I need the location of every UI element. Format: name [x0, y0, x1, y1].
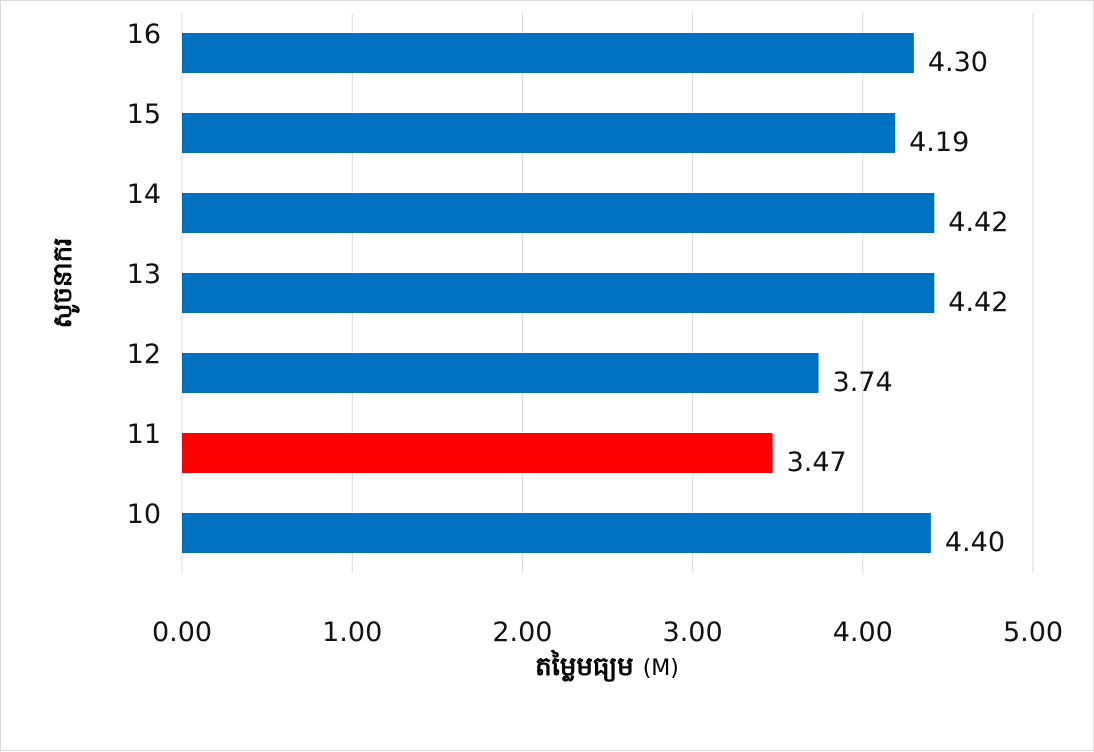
data-label: 4.42 [948, 207, 1008, 238]
y-tick-label: 15 [127, 99, 161, 130]
y-tick-label: 10 [127, 499, 161, 530]
bar [182, 513, 931, 553]
x-tick-labels: 0.00 1.00 2.00 3.00 4.00 5.00 [152, 617, 1063, 648]
x-tick-label: 3.00 [663, 617, 723, 648]
data-labels: 4.40 3.47 3.74 4.42 4.42 4.19 4.30 [787, 47, 1009, 558]
bar [182, 113, 896, 153]
y-axis-title: សូចនាករ [48, 238, 80, 329]
x-axis-title: តម្លៃមធ្យម (M) [535, 649, 679, 682]
bar [182, 33, 914, 73]
y-tick-label: 14 [127, 179, 161, 210]
x-tick-label: 5.00 [1003, 617, 1063, 648]
data-label: 3.47 [787, 447, 847, 478]
x-tick-label: 0.00 [152, 617, 212, 648]
data-label: 4.40 [945, 527, 1005, 558]
bars [182, 33, 935, 553]
y-tick-labels: 10 11 12 13 14 15 16 [127, 19, 161, 530]
x-tick-label: 1.00 [322, 617, 382, 648]
y-tick-label: 13 [127, 259, 161, 290]
data-label: 4.42 [948, 287, 1008, 318]
y-tick-label: 12 [127, 339, 161, 370]
data-label: 4.19 [909, 127, 969, 158]
y-tick-label: 11 [127, 419, 161, 450]
data-label: 3.74 [833, 367, 893, 398]
bar [182, 273, 935, 313]
bar [182, 193, 935, 233]
y-tick-label: 16 [127, 19, 161, 50]
x-tick-label: 2.00 [492, 617, 552, 648]
data-label: 4.30 [928, 47, 988, 78]
bar [182, 433, 773, 473]
x-tick-label: 4.00 [833, 617, 893, 648]
bar [182, 353, 819, 393]
